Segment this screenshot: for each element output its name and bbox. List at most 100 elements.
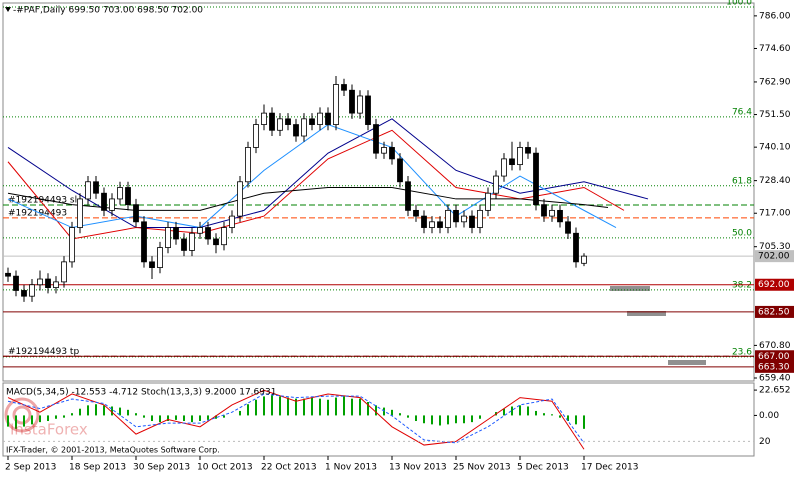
macd-bar	[175, 415, 177, 420]
candle-body	[197, 227, 203, 234]
macd-bar	[167, 415, 169, 422]
macd-bar	[287, 397, 289, 416]
candle-body	[69, 227, 75, 263]
macd-bar	[439, 415, 441, 426]
x-tick-label: 18 Sep 2013	[69, 463, 126, 473]
moving-average	[7, 118, 649, 229]
macd-bar	[519, 405, 521, 416]
macd-bar	[367, 402, 369, 416]
candle-body	[213, 238, 219, 246]
macd-bar	[527, 406, 529, 416]
macd-bar	[183, 415, 185, 422]
macd-bar	[39, 415, 41, 423]
moving-average	[7, 129, 625, 240]
marker-box	[610, 286, 650, 291]
watermark: InstaForex	[10, 421, 88, 439]
x-tick-label: 25 Nov 2013	[453, 463, 511, 473]
chart-title: -#PAF,Daily 699.50 703.00 698.50 702.00	[13, 6, 203, 16]
candle-body	[181, 238, 187, 251]
price-tag	[755, 278, 794, 291]
candle-body	[285, 118, 291, 125]
candle-body	[501, 158, 507, 177]
candle-body	[157, 247, 163, 268]
candle-body	[117, 187, 123, 200]
candle-body	[29, 284, 35, 297]
y-tick-label: 20	[759, 437, 771, 447]
macd-bar	[191, 415, 193, 423]
price-tag-label: 667.00	[758, 352, 790, 362]
macd-bar	[23, 415, 25, 427]
candle-body	[437, 221, 443, 228]
macd-bar	[447, 415, 449, 425]
candle-body	[21, 290, 27, 297]
candle-body	[293, 124, 299, 137]
candle-body	[381, 147, 387, 154]
fibo-label: 76.4	[732, 107, 752, 117]
y-tick-label: 717.00	[759, 209, 791, 219]
macd-bar	[583, 415, 585, 429]
macd-bar	[511, 406, 513, 416]
candle-body	[549, 209, 555, 217]
candle-body	[565, 221, 571, 234]
macd-bar	[479, 415, 481, 419]
y-tick-label: 762.90	[759, 77, 791, 87]
price-tag	[755, 350, 794, 363]
copyright: IFX-Trader, © 2001-2013, MetaQuotes Soft…	[6, 446, 220, 455]
macd-bar	[279, 396, 281, 416]
stoch-line	[7, 393, 585, 444]
candle-body	[37, 278, 43, 286]
macd-bar	[255, 399, 257, 416]
marker-box	[668, 360, 706, 365]
y-tick-label: 670.80	[759, 341, 791, 351]
candle-body	[397, 158, 403, 183]
candle-body	[349, 89, 355, 114]
marker-box	[627, 311, 666, 316]
candle-body	[125, 187, 131, 206]
candle-body	[93, 181, 99, 194]
x-tick-label: 10 Oct 2013	[197, 463, 253, 473]
macd-bar	[143, 415, 145, 418]
candle-body	[525, 147, 531, 154]
macd-bar	[375, 405, 377, 416]
macd-bar	[239, 410, 241, 416]
macd-bar	[119, 407, 121, 416]
macd-bar	[343, 396, 345, 416]
main-frame	[2, 2, 755, 382]
candle-body	[533, 152, 539, 206]
macd-bar	[327, 399, 329, 416]
candle-body	[109, 198, 115, 211]
candle-body	[413, 209, 419, 217]
macd-bar	[95, 404, 97, 416]
macd-bar	[471, 415, 473, 423]
macd-bar	[303, 398, 305, 416]
candle-body	[221, 227, 227, 246]
x-tick-label: 1 Nov 2013	[325, 463, 377, 473]
candle-body	[421, 215, 427, 228]
macd-bar	[271, 395, 273, 416]
y-tick-label: 774.60	[759, 44, 791, 54]
fibo-label: 38.2	[732, 280, 752, 290]
macd-bar	[351, 398, 353, 416]
macd-bar	[7, 415, 9, 427]
y-tick-label: 0.00	[759, 411, 779, 421]
macd-bar	[55, 415, 57, 419]
candle-body	[309, 118, 315, 125]
x-tick-label: 2 Sep 2013	[5, 463, 56, 473]
macd-bar	[103, 405, 105, 416]
x-tick-label: 30 Sep 2013	[133, 463, 190, 473]
candle-body	[173, 227, 179, 240]
macd-bar	[79, 408, 81, 416]
y-tick-label: 22.652	[759, 386, 791, 396]
price-tag	[755, 250, 794, 263]
candle-body	[53, 281, 59, 289]
y-tick-label: 659.40	[759, 373, 791, 383]
macd-bar	[47, 415, 49, 422]
macd-bar	[335, 397, 337, 416]
candle-body	[461, 215, 467, 223]
macd-bar	[423, 415, 425, 424]
macd-bar	[391, 409, 393, 416]
macd-bar	[399, 413, 401, 416]
macd-bar	[207, 415, 209, 420]
